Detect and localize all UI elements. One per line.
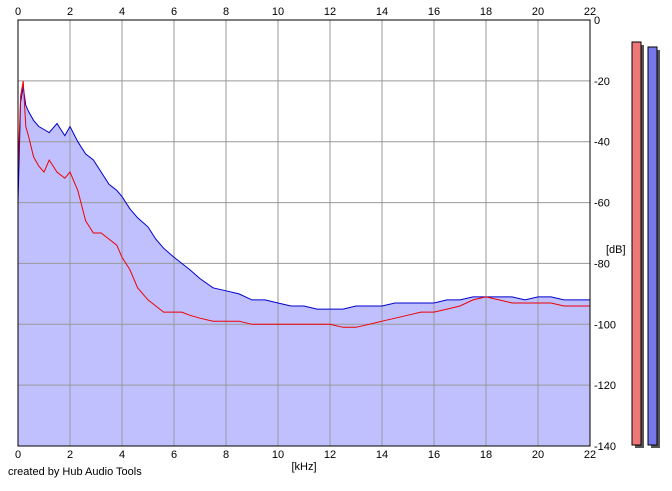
y-tick-label: 0	[594, 15, 600, 27]
x-axis-label: [kHz]	[291, 461, 316, 473]
level-meters	[631, 41, 660, 448]
axis-layer: 002244668810101212141416161818202022220-…	[15, 6, 626, 473]
x-tick-label-top: 12	[324, 6, 336, 18]
x-tick-label-top: 4	[119, 6, 125, 18]
x-tick-label-top: 10	[272, 6, 284, 18]
x-tick-label-bottom: 10	[272, 449, 284, 461]
x-tick-label-top: 22	[584, 6, 596, 18]
y-tick-label: -80	[594, 258, 610, 270]
y-axis-label: [dB]	[606, 244, 626, 256]
x-tick-label-top: 8	[223, 6, 229, 18]
series-line-1	[17, 80, 590, 328]
x-tick-label-top: 18	[480, 6, 492, 18]
x-tick-label-bottom: 12	[324, 449, 336, 461]
credit-text: created by Hub Audio Tools	[8, 466, 142, 478]
x-tick-label-bottom: 4	[119, 449, 125, 461]
plot-frame	[17, 19, 591, 447]
meter-right	[647, 46, 658, 446]
y-tick-label: -60	[594, 198, 610, 210]
x-tick-label-top: 0	[15, 6, 21, 18]
y-tick-label: -20	[594, 76, 610, 88]
x-tick-label-bottom: 18	[480, 449, 492, 461]
series-layer	[17, 80, 590, 328]
x-tick-label-top: 6	[171, 6, 177, 18]
x-tick-label-bottom: 20	[532, 449, 544, 461]
x-tick-label-bottom: 16	[428, 449, 440, 461]
y-tick-label: -40	[594, 137, 610, 149]
area-fill	[18, 80, 590, 447]
series-line-0	[17, 86, 590, 310]
x-tick-label-bottom: 22	[584, 449, 596, 461]
x-tick-label-bottom: 2	[67, 449, 73, 461]
x-tick-label-bottom: 6	[171, 449, 177, 461]
y-tick-label: -120	[594, 380, 616, 392]
x-tick-label-bottom: 14	[376, 449, 388, 461]
x-tick-label-bottom: 8	[223, 449, 229, 461]
x-tick-label-top: 14	[376, 6, 388, 18]
x-tick-label-top: 20	[532, 6, 544, 18]
x-tick-label-top: 2	[67, 6, 73, 18]
y-tick-label: -100	[594, 319, 616, 331]
x-tick-label-top: 16	[428, 6, 440, 18]
y-tick-label: -140	[594, 441, 616, 453]
x-tick-label-bottom: 0	[15, 449, 21, 461]
area-layer	[18, 80, 590, 447]
meter-left	[631, 41, 642, 446]
